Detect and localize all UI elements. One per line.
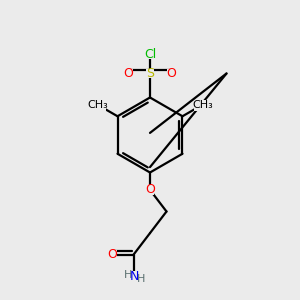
FancyBboxPatch shape xyxy=(88,100,106,110)
FancyBboxPatch shape xyxy=(108,250,117,260)
FancyBboxPatch shape xyxy=(194,100,212,110)
Text: O: O xyxy=(124,67,133,80)
FancyBboxPatch shape xyxy=(146,185,154,195)
Text: H: H xyxy=(137,274,145,284)
Text: N: N xyxy=(129,270,139,283)
Text: H: H xyxy=(124,270,132,280)
FancyBboxPatch shape xyxy=(122,271,145,282)
Text: CH₃: CH₃ xyxy=(87,100,108,110)
FancyBboxPatch shape xyxy=(167,69,176,78)
Text: O: O xyxy=(145,183,155,196)
Text: O: O xyxy=(167,67,176,80)
FancyBboxPatch shape xyxy=(146,69,154,78)
FancyBboxPatch shape xyxy=(124,69,133,78)
FancyBboxPatch shape xyxy=(143,49,157,59)
Text: Cl: Cl xyxy=(144,47,156,61)
Text: CH₃: CH₃ xyxy=(192,100,213,110)
Text: S: S xyxy=(146,67,154,80)
Text: O: O xyxy=(108,248,117,261)
